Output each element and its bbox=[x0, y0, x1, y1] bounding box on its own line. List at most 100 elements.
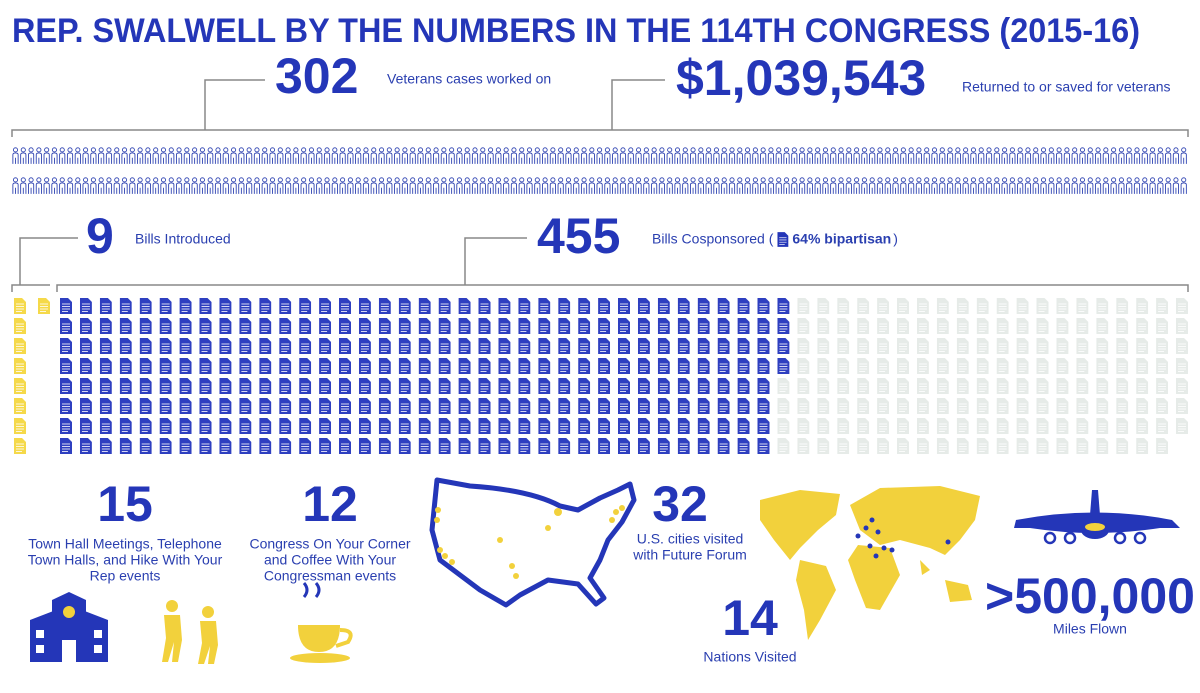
bill-cosponsored bbox=[1056, 358, 1069, 374]
person-icon bbox=[658, 147, 666, 165]
bill-cosponsored bbox=[936, 298, 949, 314]
bill-bipartisan bbox=[538, 378, 551, 394]
bill-bipartisan bbox=[199, 358, 212, 374]
person-icon bbox=[502, 147, 510, 165]
bill-bipartisan bbox=[637, 418, 650, 434]
person-icon bbox=[90, 147, 97, 165]
bill-cosponsored bbox=[936, 358, 949, 374]
bill-bipartisan bbox=[538, 398, 551, 414]
bill-bipartisan bbox=[179, 438, 192, 454]
bill-bipartisan bbox=[319, 338, 332, 354]
bill-cosponsored bbox=[797, 318, 810, 334]
person-icon bbox=[1118, 177, 1125, 195]
person-icon bbox=[20, 147, 27, 165]
person-icon bbox=[331, 177, 338, 195]
person-icon bbox=[1094, 147, 1102, 165]
person-icon bbox=[370, 147, 377, 165]
bill-cosponsored bbox=[1116, 378, 1129, 394]
bill-introduced bbox=[14, 358, 26, 374]
bill-cosponsored bbox=[1036, 398, 1049, 414]
bill-bipartisan bbox=[717, 318, 730, 334]
bill-cosponsored bbox=[817, 438, 830, 454]
person-icon bbox=[853, 177, 860, 195]
person-icon bbox=[830, 177, 837, 195]
bill-bipartisan bbox=[737, 318, 750, 334]
bill-bipartisan bbox=[737, 338, 750, 354]
bill-bipartisan bbox=[478, 438, 491, 454]
bill-cosponsored bbox=[1036, 298, 1049, 314]
bill-cosponsored bbox=[976, 318, 989, 334]
bill-cosponsored bbox=[1136, 358, 1149, 374]
bill-bipartisan bbox=[279, 438, 292, 454]
school-icon bbox=[30, 592, 108, 662]
bill-cosponsored bbox=[976, 358, 989, 374]
person-icon bbox=[82, 147, 89, 165]
person-icon bbox=[214, 177, 222, 195]
bill-cosponsored bbox=[1156, 338, 1169, 354]
bill-cosponsored bbox=[837, 298, 850, 314]
bill-bipartisan bbox=[518, 398, 531, 414]
person-icon bbox=[245, 147, 253, 165]
person-icon bbox=[612, 147, 619, 165]
bill-bipartisan bbox=[79, 438, 92, 454]
bill-cosponsored bbox=[936, 378, 949, 394]
bill-cosponsored bbox=[877, 298, 890, 314]
person-icon bbox=[682, 147, 689, 165]
bill-bipartisan bbox=[219, 438, 232, 454]
person-icon bbox=[643, 147, 650, 165]
person-icon bbox=[355, 177, 362, 195]
bill-bipartisan bbox=[159, 358, 172, 374]
events-number: 12 bbox=[302, 476, 358, 532]
person-icon bbox=[627, 177, 634, 195]
person-icon bbox=[900, 147, 907, 165]
bill-bipartisan bbox=[358, 358, 371, 374]
bill-cosponsored bbox=[996, 438, 1009, 454]
person-icon bbox=[1032, 147, 1039, 165]
person-icon bbox=[479, 177, 486, 195]
bill-cosponsored bbox=[1016, 378, 1029, 394]
person-icon bbox=[1126, 147, 1133, 165]
bill-bipartisan bbox=[60, 318, 72, 334]
person-icon bbox=[323, 147, 331, 165]
person-icon bbox=[1164, 147, 1172, 165]
person-icon bbox=[495, 147, 502, 165]
bill-cosponsored bbox=[1016, 418, 1029, 434]
bill-bipartisan bbox=[558, 438, 571, 454]
bill-cosponsored bbox=[777, 418, 790, 434]
bill-bipartisan bbox=[219, 298, 232, 314]
person-icon bbox=[954, 147, 962, 165]
bill-cosponsored bbox=[1016, 358, 1029, 374]
person-icon bbox=[783, 177, 790, 195]
bill-bipartisan bbox=[239, 378, 252, 394]
person-icon bbox=[752, 147, 759, 165]
bill-bipartisan bbox=[618, 318, 630, 334]
person-icon bbox=[1024, 177, 1032, 195]
bill-bipartisan bbox=[418, 438, 431, 454]
bill-bipartisan bbox=[757, 418, 770, 434]
bill-bipartisan bbox=[458, 298, 471, 314]
person-icon bbox=[1110, 147, 1117, 165]
bill-bipartisan bbox=[99, 358, 112, 374]
person-icon bbox=[362, 147, 370, 165]
bill-bipartisan bbox=[478, 338, 491, 354]
bill-cosponsored bbox=[956, 378, 969, 394]
bill-bipartisan bbox=[498, 438, 511, 454]
bill-bipartisan bbox=[199, 298, 212, 314]
bill-bipartisan bbox=[598, 418, 611, 434]
bill-bipartisan bbox=[618, 398, 630, 414]
bill-bipartisan bbox=[299, 378, 312, 394]
bill-bipartisan bbox=[657, 318, 670, 334]
bill-bipartisan bbox=[737, 438, 750, 454]
bill-bipartisan bbox=[458, 438, 471, 454]
bill-bipartisan bbox=[558, 378, 571, 394]
event-label: Town Halls, and Hike With Your bbox=[28, 552, 223, 568]
bill-bipartisan bbox=[717, 298, 730, 314]
bill-bipartisan bbox=[637, 358, 650, 374]
person-icon bbox=[923, 147, 930, 165]
bill-cosponsored bbox=[976, 418, 989, 434]
bill-bipartisan bbox=[159, 438, 172, 454]
person-icon bbox=[752, 177, 759, 195]
bill-bipartisan bbox=[99, 418, 112, 434]
bill-cosponsored bbox=[817, 338, 830, 354]
